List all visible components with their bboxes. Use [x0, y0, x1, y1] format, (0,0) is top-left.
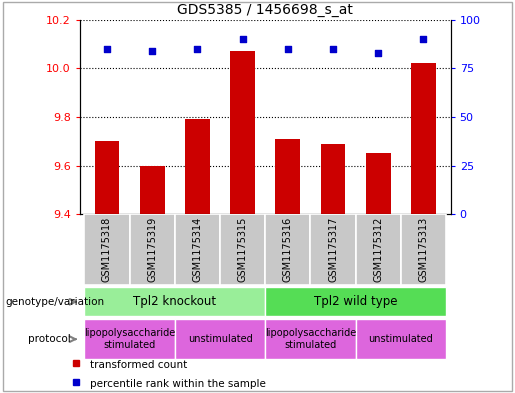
Text: protocol: protocol	[28, 334, 71, 344]
Point	[374, 50, 383, 56]
Bar	[130, 214, 175, 285]
Title: GDS5385 / 1456698_s_at: GDS5385 / 1456698_s_at	[177, 3, 353, 17]
Bar	[366, 153, 391, 214]
Text: GSM1175315: GSM1175315	[237, 216, 248, 282]
Bar	[265, 319, 356, 359]
Point	[329, 46, 337, 52]
Bar	[411, 63, 436, 214]
Text: GSM1175319: GSM1175319	[147, 216, 157, 281]
Bar	[175, 214, 220, 285]
Text: percentile rank within the sample: percentile rank within the sample	[90, 379, 266, 389]
Bar	[276, 139, 300, 214]
Bar	[84, 319, 175, 359]
Bar	[175, 319, 265, 359]
Point	[148, 48, 156, 54]
Point	[238, 36, 247, 42]
Bar	[356, 214, 401, 285]
Text: GSM1175316: GSM1175316	[283, 216, 293, 281]
Bar	[265, 214, 311, 285]
Bar	[84, 214, 130, 285]
Bar	[140, 165, 165, 214]
Text: GSM1175313: GSM1175313	[419, 216, 428, 281]
Point	[284, 46, 292, 52]
Text: lipopolysaccharide
stimulated: lipopolysaccharide stimulated	[84, 328, 175, 350]
Text: GSM1175314: GSM1175314	[193, 216, 202, 281]
Bar	[220, 214, 265, 285]
Bar	[230, 51, 255, 214]
Text: unstimulated: unstimulated	[187, 334, 252, 344]
Bar	[321, 144, 346, 214]
Bar	[265, 287, 446, 316]
Text: unstimulated: unstimulated	[369, 334, 433, 344]
Text: transformed count: transformed count	[90, 360, 187, 370]
Text: Tpl2 knockout: Tpl2 knockout	[133, 295, 216, 308]
Text: lipopolysaccharide
stimulated: lipopolysaccharide stimulated	[265, 328, 356, 350]
Text: Tpl2 wild type: Tpl2 wild type	[314, 295, 398, 308]
Point	[419, 36, 427, 42]
Bar	[185, 119, 210, 214]
Text: GSM1175317: GSM1175317	[328, 216, 338, 282]
Text: genotype/variation: genotype/variation	[5, 297, 104, 307]
Point	[193, 46, 201, 52]
Text: GSM1175312: GSM1175312	[373, 216, 383, 282]
Bar	[401, 214, 446, 285]
Point	[103, 46, 111, 52]
Bar	[84, 287, 265, 316]
Bar	[95, 141, 119, 214]
Bar	[311, 214, 356, 285]
Bar	[356, 319, 446, 359]
Text: GSM1175318: GSM1175318	[102, 216, 112, 281]
